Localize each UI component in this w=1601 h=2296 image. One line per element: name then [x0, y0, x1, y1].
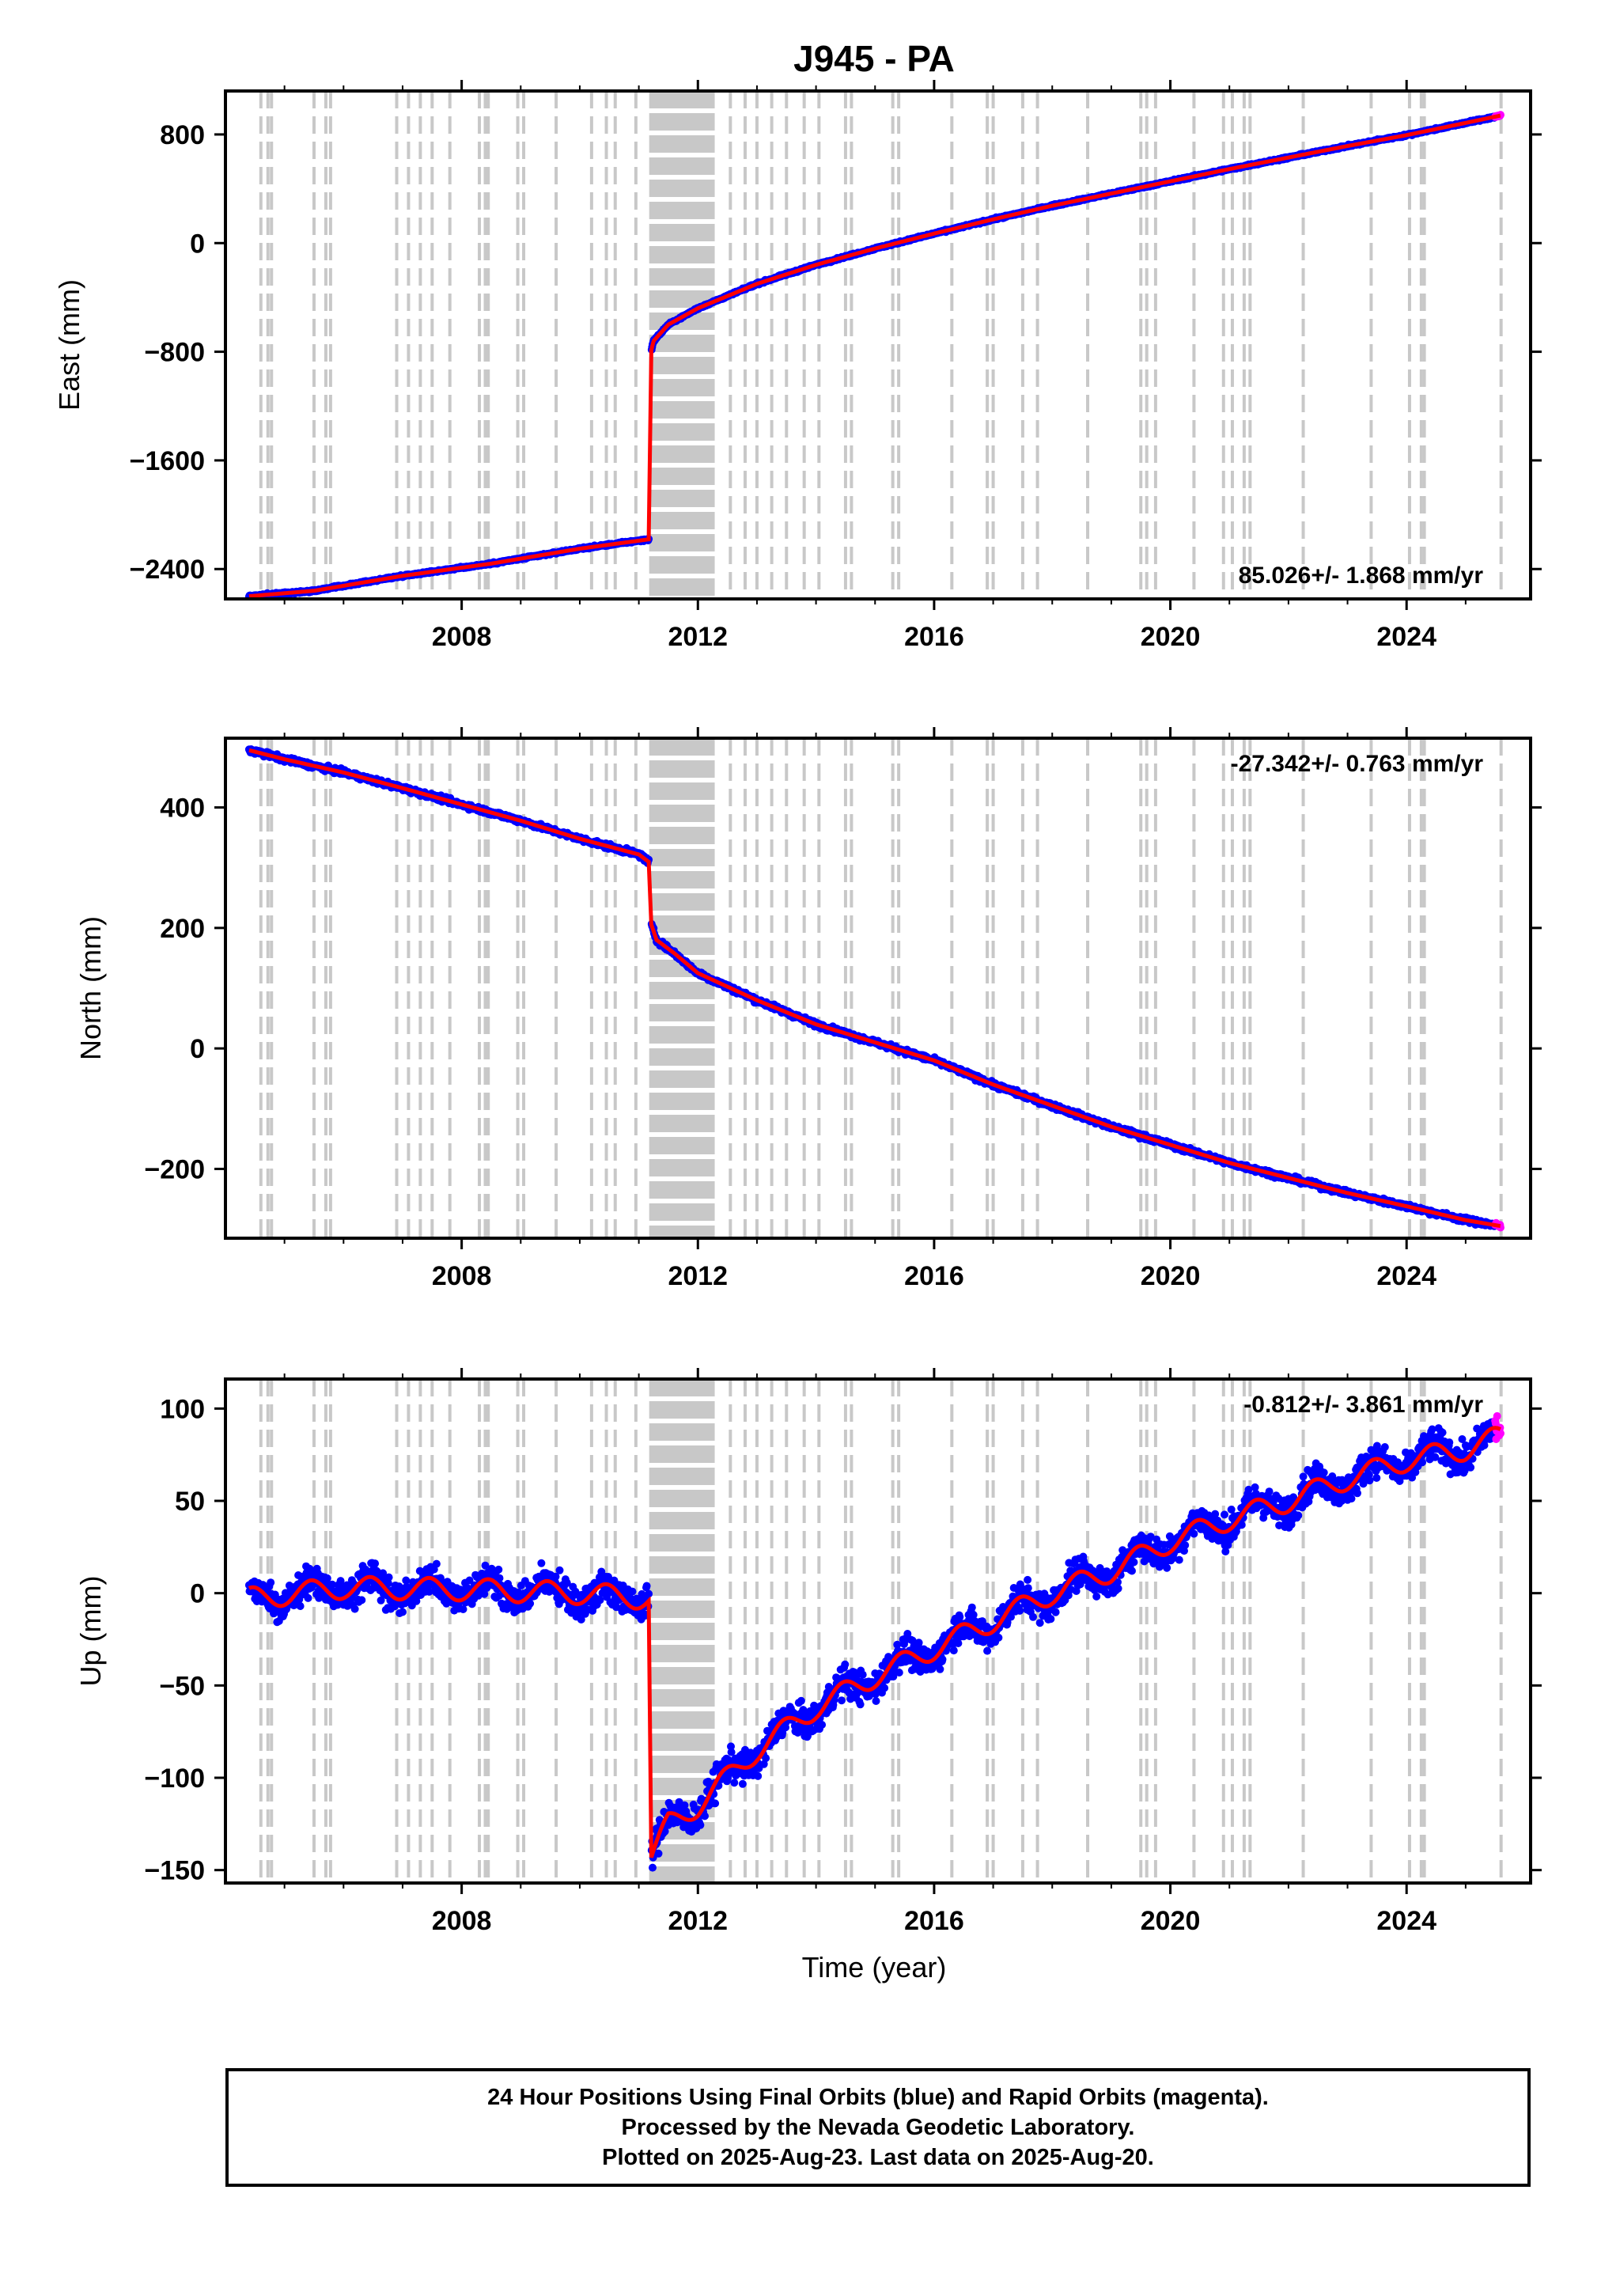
east-panel: 2008 2012 2016 2020 2024 −2400 −1600 −800 0 800 Ea…: [53, 80, 1542, 652]
y-tick-label: 0: [190, 229, 205, 259]
y-tick-label: −800: [144, 338, 205, 368]
y-tick-label: 800: [160, 120, 205, 150]
daily-positions: [244, 111, 1504, 599]
x-tick-label: 2008: [432, 622, 492, 652]
daily-positions: [244, 745, 1504, 1232]
plot-area: [244, 738, 1504, 1238]
x-tick-label: 2012: [668, 622, 728, 652]
plot-area: [244, 91, 1504, 599]
x-tick-label: 2020: [1141, 622, 1201, 652]
figure-title: J945 - PA: [793, 38, 955, 79]
velocity-label: 85.026+/- 1.868 mm/yr: [1239, 563, 1484, 589]
x-tick-label: 2016: [904, 622, 964, 652]
model-line: [248, 113, 1501, 599]
y-tick-label: −2400: [130, 555, 206, 585]
y-tick-label: −1600: [130, 446, 206, 476]
x-tick-label: 2024: [1376, 622, 1436, 652]
y-axis-label: East (mm): [53, 279, 85, 411]
